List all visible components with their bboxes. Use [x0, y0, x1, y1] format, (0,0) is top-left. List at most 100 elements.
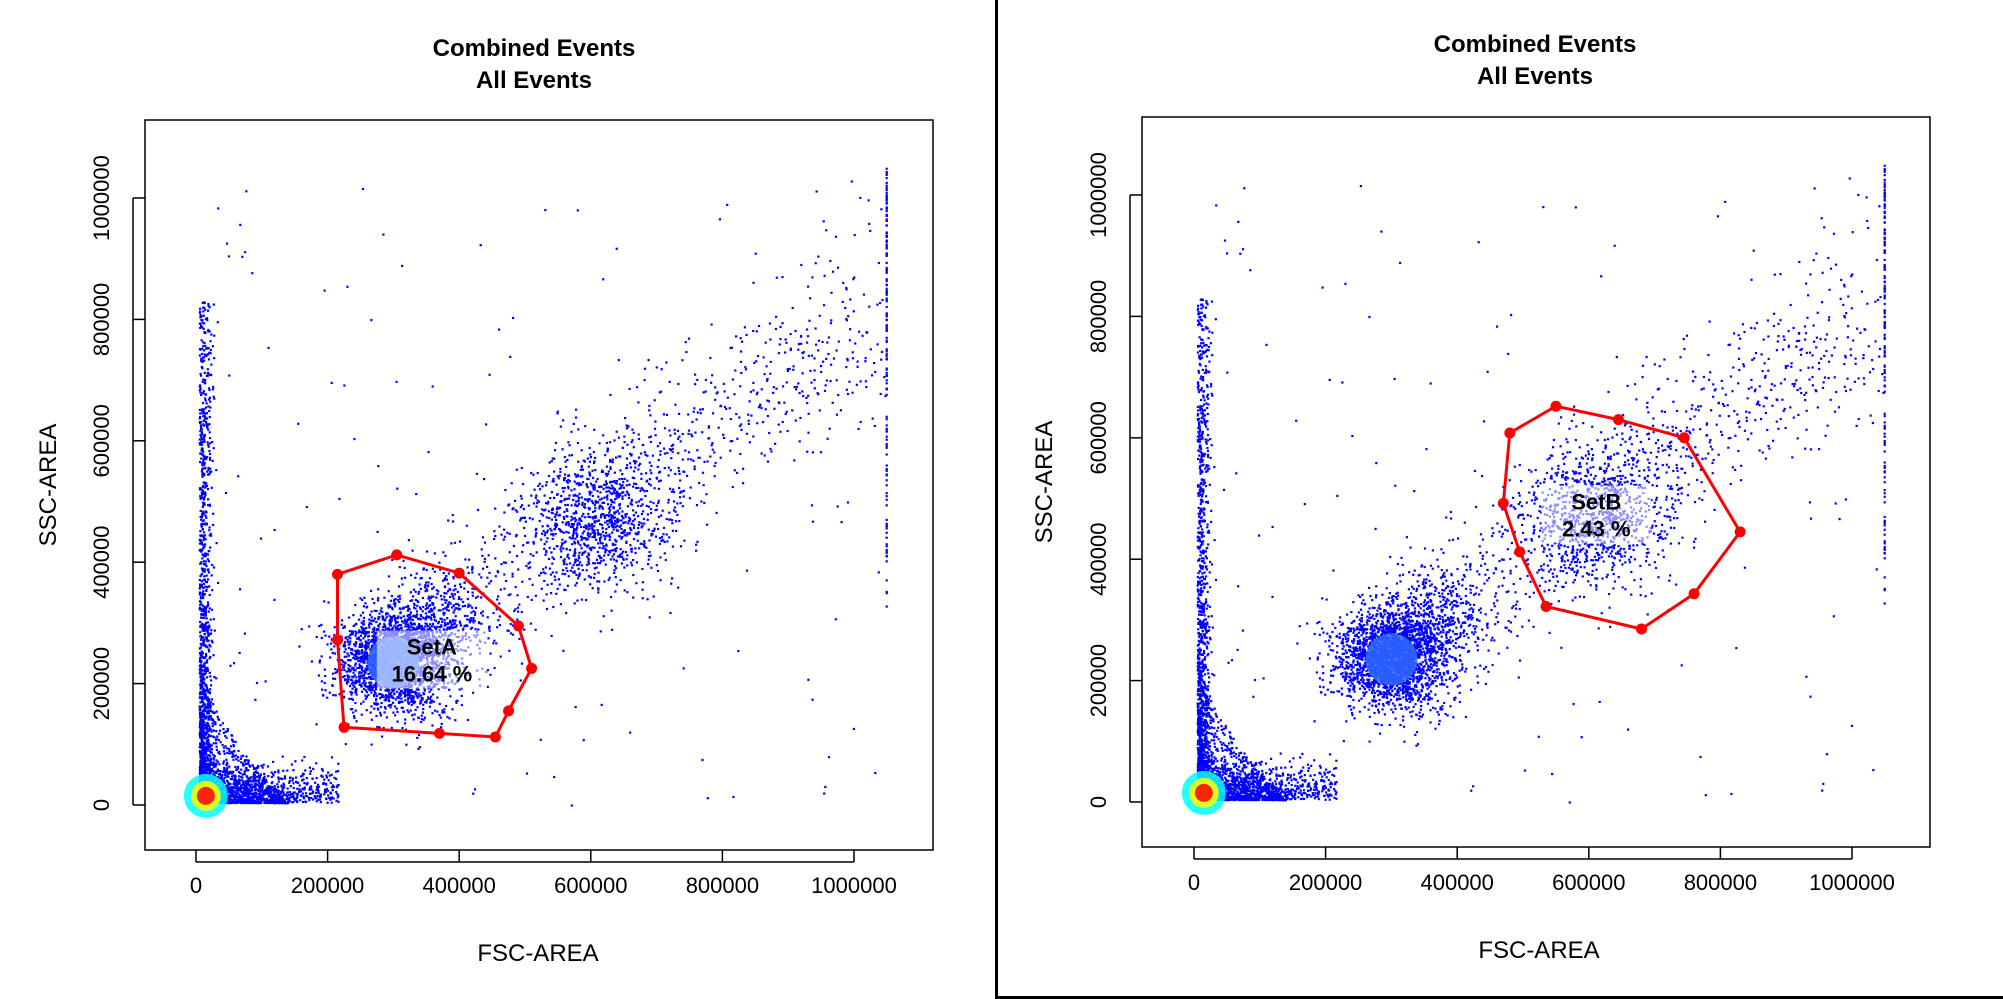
event-dot: [203, 760, 206, 764]
event-dot: [212, 729, 215, 732]
event-dot: [413, 623, 416, 626]
event-dot: [374, 692, 377, 695]
event-dot: [348, 685, 352, 688]
event-dot: [277, 792, 280, 796]
event-dot: [220, 775, 223, 779]
event-dot: [235, 784, 238, 787]
event-dot: [350, 691, 354, 694]
event-dot: [201, 712, 204, 715]
event-dot: [211, 459, 214, 462]
event-dot: [248, 780, 251, 783]
event-dot: [342, 676, 345, 679]
event-dot: [211, 722, 214, 725]
event-dot: [263, 793, 266, 796]
event-dot: [375, 698, 378, 701]
event-dot: [205, 716, 208, 719]
event-dot: [201, 473, 204, 476]
event-dot: [199, 416, 202, 419]
event-dot: [231, 778, 234, 781]
event-dot: [372, 694, 376, 697]
event-dot: [219, 729, 222, 732]
event-dot: [199, 631, 202, 634]
event-dot: [200, 650, 203, 653]
event-dot: [232, 770, 235, 773]
event-dot: [261, 766, 264, 769]
event-dot: [200, 324, 203, 327]
event-dot: [199, 656, 202, 659]
event-dot: [208, 643, 211, 646]
event-dot: [207, 405, 210, 408]
event-dot: [291, 779, 294, 782]
event-dot: [204, 756, 207, 759]
event-dot: [277, 785, 280, 789]
event-dot: [321, 769, 324, 772]
event-dot: [200, 766, 203, 769]
event-dot: [199, 696, 202, 699]
event-dot: [291, 795, 295, 798]
event-dot: [202, 450, 205, 453]
event-dot: [440, 726, 443, 729]
event-dot: [355, 689, 358, 692]
event-dot: [419, 699, 422, 702]
event-dot: [423, 716, 427, 719]
event-dot: [206, 630, 209, 633]
event-dot: [371, 631, 374, 634]
event-dot: [210, 717, 213, 720]
event-dot: [200, 339, 203, 342]
event-dot: [243, 759, 247, 762]
event-dot: [403, 690, 406, 693]
event-dot: [240, 779, 243, 782]
event-dot: [234, 797, 237, 800]
event-dot: [209, 632, 213, 635]
event-dot: [213, 722, 216, 725]
event-dot: [203, 371, 206, 374]
event-dot: [206, 729, 209, 732]
event-dot: [268, 795, 271, 798]
event-dot: [272, 772, 275, 775]
event-dot: [343, 645, 346, 648]
event-dot: [206, 705, 209, 708]
event-dot: [237, 792, 240, 795]
event-dot: [203, 662, 206, 665]
event-dot: [429, 616, 432, 619]
chart-subtitle: All Events: [476, 67, 592, 94]
event-dot: [212, 735, 215, 738]
event-dot: [205, 723, 208, 726]
event-dot: [449, 602, 452, 605]
event-dot: [415, 610, 419, 613]
event-dot: [261, 791, 264, 794]
event-dot: [212, 303, 215, 306]
event-dot: [234, 754, 237, 757]
event-dot: [203, 563, 206, 566]
event-dot: [260, 783, 263, 786]
event-dot: [199, 430, 202, 433]
event-dot: [198, 442, 201, 445]
event-dot: [374, 639, 377, 642]
event-dot: [215, 745, 218, 748]
event-dot: [299, 790, 303, 793]
event-dot: [410, 623, 413, 626]
event-dot: [203, 692, 207, 695]
event-dot: [272, 793, 275, 796]
event-dot: [202, 378, 205, 381]
event-dot: [362, 670, 365, 673]
event-dot: [203, 534, 207, 537]
event-dot: [207, 467, 210, 470]
event-dot: [199, 603, 202, 607]
event-dot: [321, 688, 324, 691]
event-dot: [199, 719, 202, 722]
event-dot: [303, 782, 306, 785]
event-dot: [248, 793, 251, 796]
event-dot: [209, 406, 212, 409]
event-dot: [414, 629, 417, 632]
event-dot: [364, 694, 367, 697]
event-dot: [334, 694, 337, 697]
event-dot: [204, 399, 207, 402]
event-dot: [201, 475, 204, 478]
event-dot: [310, 788, 313, 791]
event-dot: [209, 757, 212, 760]
event-dot: [397, 615, 400, 618]
event-dot: [360, 668, 364, 671]
event-dot: [203, 732, 206, 735]
event-dot: [370, 718, 373, 721]
